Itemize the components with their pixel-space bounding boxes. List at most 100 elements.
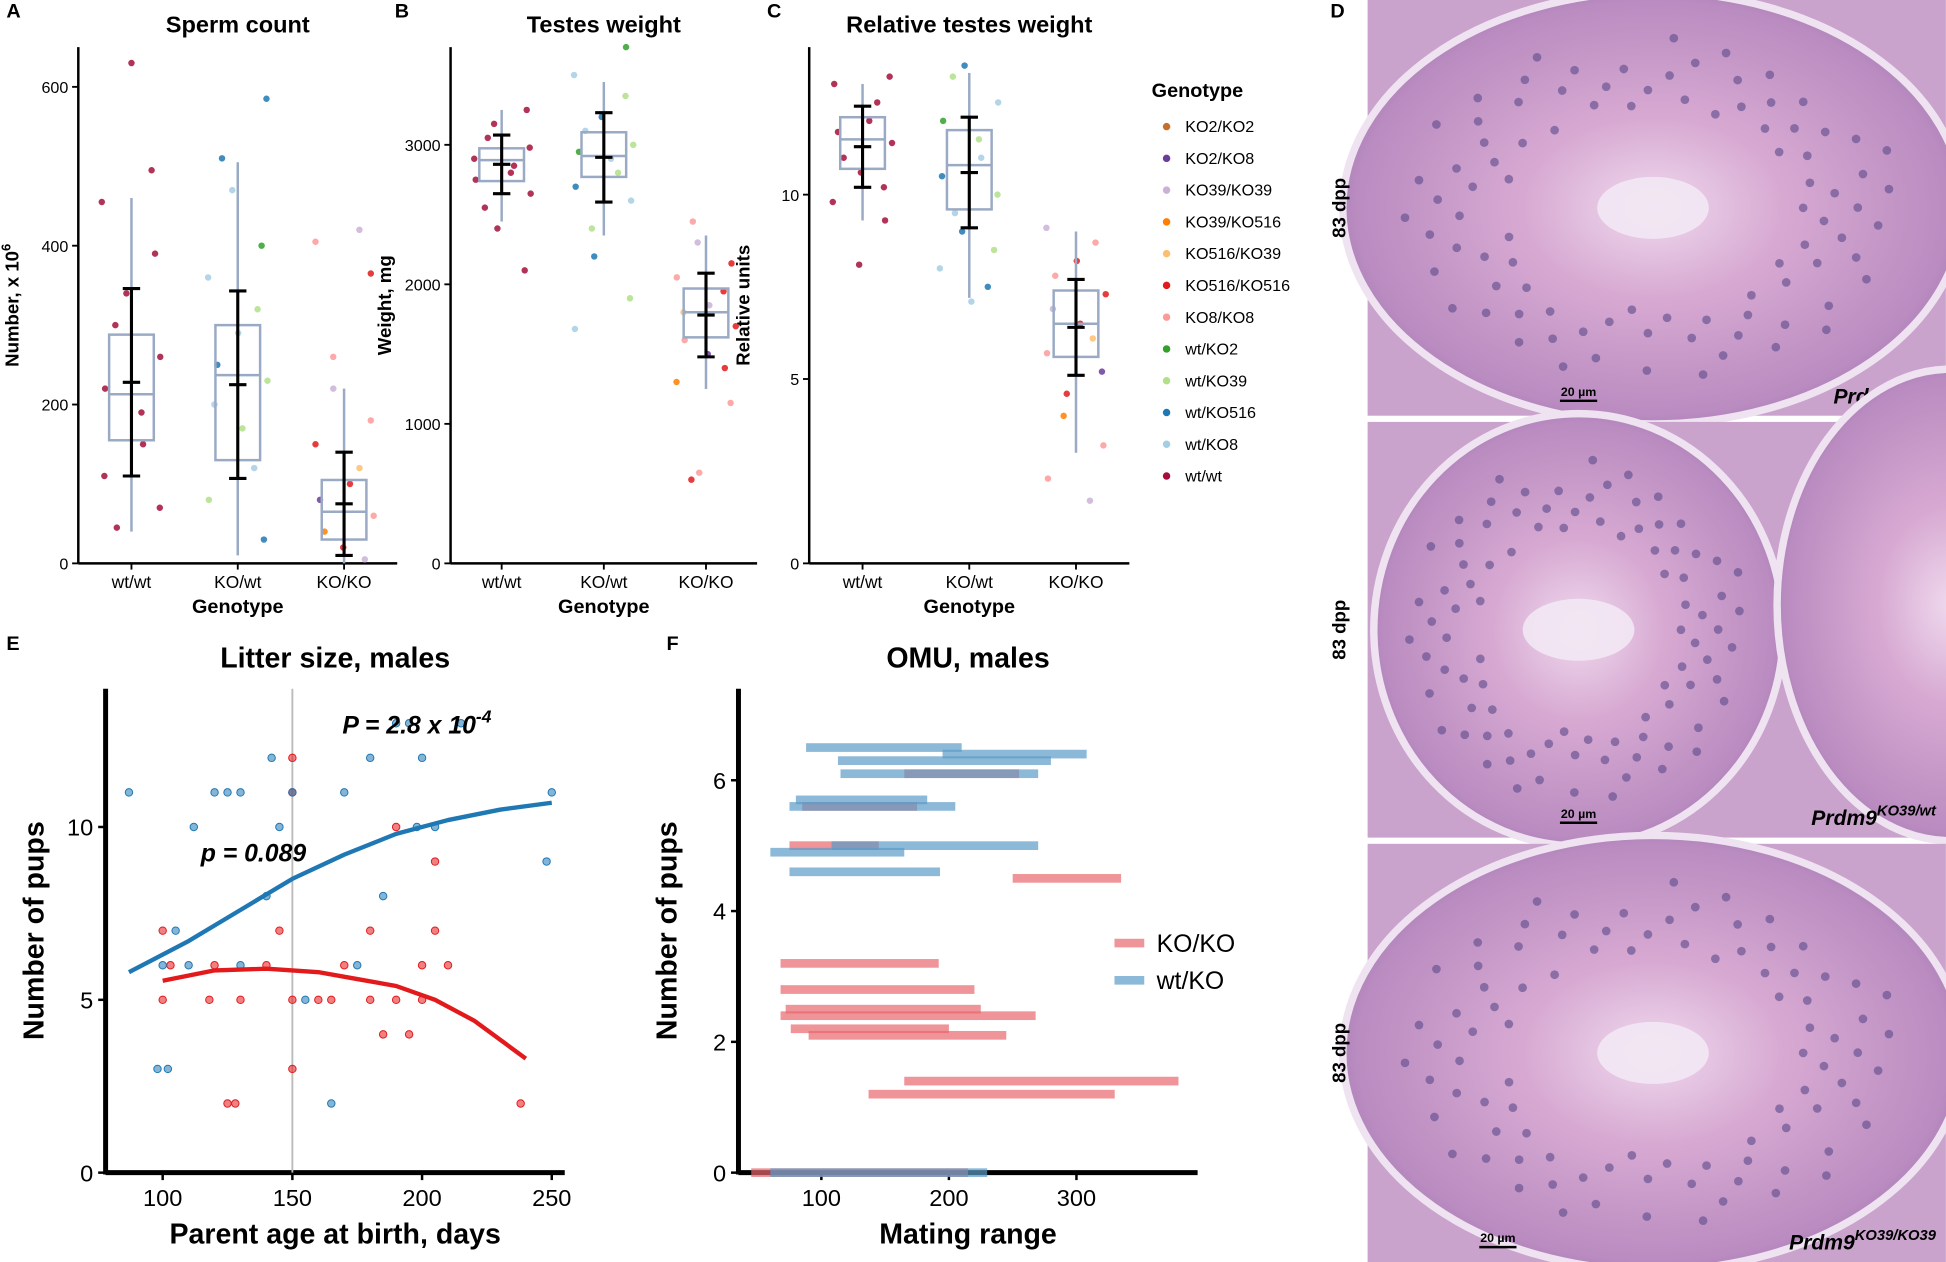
nucleus	[1660, 680, 1670, 690]
nucleus	[1487, 705, 1497, 714]
point	[417, 961, 427, 970]
nucleus	[1719, 696, 1729, 706]
range-bar	[780, 985, 975, 994]
point	[706, 302, 713, 309]
fit-line	[127, 800, 553, 975]
nucleus	[1643, 85, 1653, 95]
nucleus	[1430, 1112, 1439, 1122]
y-tick-label: 2000	[405, 277, 441, 295]
nucleus	[1548, 1180, 1558, 1189]
nucleus	[1601, 926, 1611, 936]
nucleus	[1570, 750, 1580, 760]
nucleus	[1679, 573, 1689, 583]
point	[327, 995, 336, 1005]
nucleus	[1698, 610, 1707, 620]
nucleus	[1476, 654, 1485, 664]
y-axis-label-main: Number, x 10	[2, 251, 23, 367]
x-tick-label: wt/wt	[111, 572, 152, 592]
nucleus	[1812, 258, 1822, 268]
point	[239, 425, 246, 432]
range-bar	[840, 769, 1039, 779]
nucleus	[1400, 1058, 1410, 1068]
range-bar	[868, 1089, 1115, 1099]
nucleus	[1514, 1155, 1524, 1165]
nucleus	[1733, 920, 1742, 929]
point	[990, 246, 998, 254]
range-bar	[780, 959, 939, 968]
nucleus	[1747, 290, 1756, 300]
point	[275, 822, 284, 832]
panel-label: D	[1330, 0, 1344, 22]
nucleus	[1448, 1149, 1457, 1159]
point	[951, 209, 959, 217]
nucleus	[1654, 520, 1664, 529]
point	[367, 270, 375, 277]
point	[430, 857, 440, 866]
point	[831, 80, 838, 88]
nucleus	[1882, 146, 1892, 155]
nucleus	[1595, 517, 1605, 526]
x-tick-label: KO/wt	[946, 572, 993, 592]
panel-label: A	[6, 0, 20, 22]
point	[353, 961, 362, 970]
lumen	[1597, 1021, 1709, 1084]
nucleus	[1619, 64, 1629, 74]
nucleus	[1692, 747, 1702, 757]
point	[984, 283, 992, 291]
legend-label: wt/KO516	[1184, 404, 1256, 422]
y-axis-label-sup: 6	[0, 244, 13, 251]
point	[275, 926, 284, 935]
scale-label: 20 µm	[1561, 807, 1596, 821]
point	[728, 260, 735, 267]
panel-label: F	[666, 633, 678, 655]
point	[949, 73, 957, 80]
nucleus	[1452, 243, 1462, 253]
nucleus	[1452, 164, 1461, 173]
nucleus	[1452, 1008, 1461, 1018]
range-bar	[770, 847, 905, 857]
y-axis-label: Weight, mg	[374, 255, 395, 355]
nucleus	[1819, 216, 1829, 226]
legend-swatch	[1162, 122, 1171, 131]
point	[673, 274, 681, 281]
point	[417, 753, 427, 763]
point	[484, 134, 492, 142]
point	[521, 267, 528, 274]
y-axis-label: Number, x 106	[0, 244, 23, 367]
x-tick-label: KO/KO	[678, 572, 733, 592]
nucleus	[1405, 635, 1414, 644]
nucleus	[1454, 515, 1464, 525]
nucleus	[1694, 723, 1703, 733]
point	[542, 857, 551, 866]
y-tick-label: 0	[790, 556, 799, 574]
nucleus	[1780, 320, 1790, 330]
nucleus	[1591, 1199, 1601, 1209]
nucleus	[1717, 591, 1727, 601]
nucleus	[1790, 968, 1799, 978]
nucleus	[1440, 586, 1449, 595]
point	[572, 183, 579, 190]
nucleus	[1400, 213, 1410, 223]
y-axis-label: Relative units	[733, 245, 754, 366]
nucleus	[1491, 281, 1501, 291]
point	[378, 891, 388, 901]
point	[732, 322, 739, 330]
lumen	[1597, 176, 1709, 239]
nucleus	[1812, 1104, 1822, 1113]
point	[939, 117, 947, 125]
side-label: 83 dpp	[1328, 178, 1349, 238]
nucleus	[1604, 1163, 1614, 1172]
nucleus	[1824, 301, 1834, 311]
nucleus	[1522, 1128, 1531, 1138]
legend-label: KO2/KO2	[1185, 118, 1254, 136]
nucleus	[1798, 1048, 1808, 1058]
y-tick-label: 200	[41, 397, 68, 415]
nucleus	[1532, 52, 1542, 62]
legend-swatch	[1162, 186, 1171, 194]
point	[523, 106, 530, 114]
nucleus	[1733, 75, 1742, 85]
y-tick-label: 400	[41, 238, 68, 256]
point	[158, 961, 167, 970]
annotation-sup: -4	[476, 706, 492, 726]
point	[267, 753, 276, 763]
